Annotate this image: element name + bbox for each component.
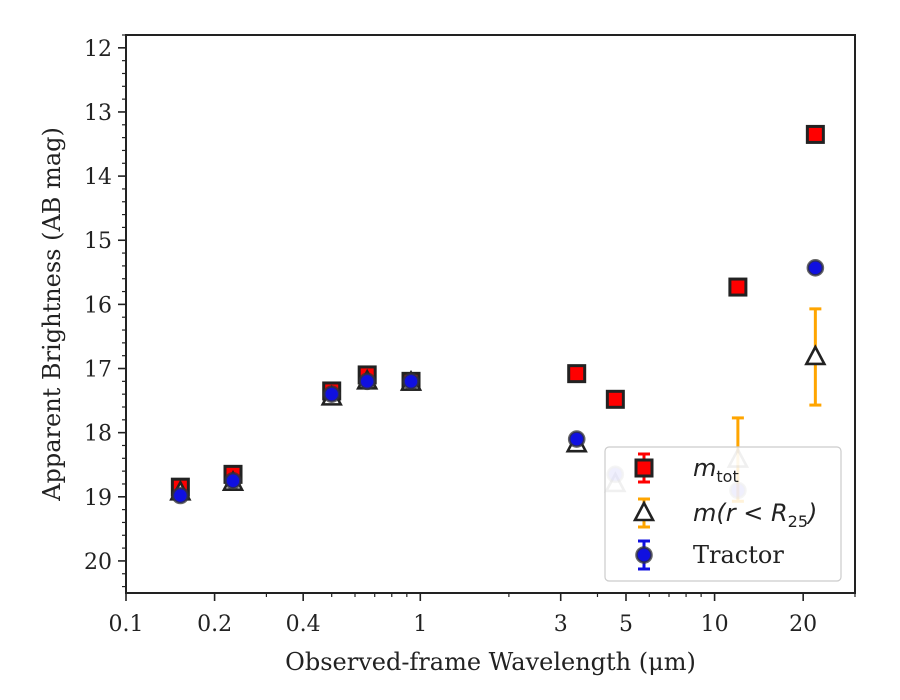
y-axis-label: Apparent Brightness (AB mag): [38, 127, 66, 502]
legend-label: m(r < R25): [693, 499, 817, 531]
y-tick-label: 20: [84, 550, 112, 575]
x-axis-label: Observed-frame Wavelength (μm): [285, 648, 696, 676]
data-point: [402, 372, 420, 391]
y-tick-label: 13: [84, 101, 112, 126]
y-tick-label: 19: [84, 486, 112, 511]
data-point: [728, 277, 748, 297]
y-tick-label: 12: [84, 37, 112, 62]
y-tick-label: 15: [84, 229, 112, 254]
data-point: [171, 486, 190, 505]
x-axis: 0.1 0.2 0.4 1 3 5 10 20: [109, 593, 856, 637]
legend-box: [604, 446, 842, 582]
y-axis: 12 13 14 15 16 17 18 19 20: [84, 34, 126, 588]
series-mtot: [170, 124, 825, 497]
x-tick-label: 0.1: [109, 612, 144, 637]
x-tick-label: 5: [619, 612, 633, 637]
legend: mtot m(r < R25) Tractor: [604, 446, 842, 582]
legend-entry-mtot: mtot: [634, 452, 739, 486]
x-tick-label: 3: [554, 612, 568, 637]
y-tick-label: 18: [84, 422, 112, 447]
data-point: [567, 430, 586, 448]
data-point: [605, 389, 625, 409]
data-point: [567, 364, 587, 384]
y-tick-label: 14: [84, 165, 112, 190]
y-tick-label: 16: [84, 293, 112, 318]
data-point: [805, 124, 825, 144]
x-tick-label: 10: [701, 612, 729, 637]
x-tick-label: 0.4: [286, 612, 321, 637]
legend-marker: [632, 500, 656, 522]
legend-label: mtot: [693, 454, 739, 486]
y-tick-label: 17: [84, 358, 112, 383]
data-point: [358, 372, 376, 391]
data-point: [224, 471, 242, 490]
legend-label: Tractor: [693, 541, 784, 569]
legend-marker: [635, 546, 653, 564]
legend-entry-m-r25: m(r < R25): [632, 497, 817, 531]
data-point: [806, 259, 825, 277]
plot-frame: [125, 34, 856, 594]
data-point: [322, 385, 341, 403]
x-tick-label: 20: [789, 612, 817, 637]
data-point: [804, 344, 827, 366]
legend-entry-tractor: Tractor: [635, 539, 784, 571]
legend-marker: [634, 458, 654, 478]
x-tick-label: 1: [413, 612, 427, 637]
x-tick-label: 0.2: [197, 612, 232, 637]
